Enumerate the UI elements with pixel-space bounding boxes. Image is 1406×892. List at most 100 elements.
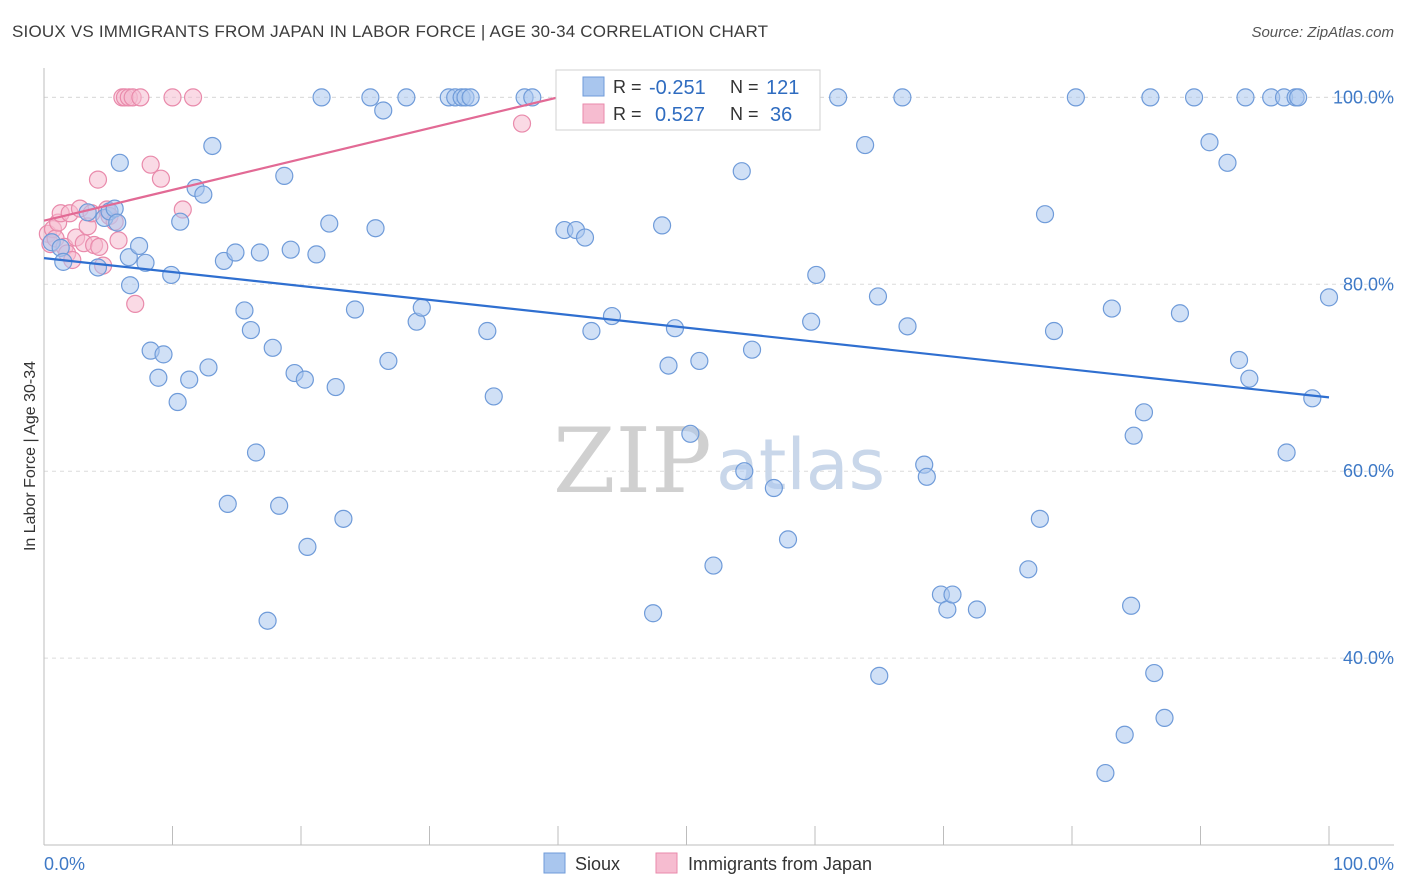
sioux-point <box>154 345 173 364</box>
japan-n-label: N = <box>730 104 759 124</box>
x-tick-label: 100.0% <box>1333 854 1394 874</box>
sioux-point <box>778 530 798 549</box>
sioux-point <box>263 338 282 357</box>
sioux-point <box>764 478 783 498</box>
sioux-point <box>129 236 149 256</box>
sioux-point <box>1240 369 1259 388</box>
japan-point <box>126 294 145 314</box>
sioux-point <box>136 253 155 272</box>
japan-n-value: 36 <box>770 104 792 126</box>
sioux-r-value: -0.251 <box>649 77 706 99</box>
sioux-point <box>258 611 277 630</box>
bottom-legend-japan: Immigrants from Japan <box>688 854 872 874</box>
sioux-point <box>366 219 385 238</box>
sioux-point <box>374 101 393 120</box>
sioux-point <box>1035 205 1055 224</box>
sioux-point <box>917 467 936 486</box>
sioux-point <box>149 368 168 387</box>
sioux-point <box>478 321 497 341</box>
axes <box>43 68 1394 846</box>
sioux-point <box>967 600 987 619</box>
japan-trend-line <box>43 96 559 222</box>
bottom-legend-swatch-japan <box>655 852 678 874</box>
japan-point <box>163 88 182 107</box>
sioux-point <box>856 135 875 155</box>
japan-point <box>151 169 171 188</box>
y-tick-label: 80.0% <box>1343 274 1394 294</box>
sioux-point <box>108 213 127 232</box>
y-tick-label: 60.0% <box>1343 461 1394 481</box>
sioux-point <box>120 276 140 295</box>
sioux-point <box>235 301 254 320</box>
bottom-legend: Sioux Immigrants from Japan <box>543 852 872 874</box>
japan-point <box>109 231 128 250</box>
sioux-point <box>1229 350 1249 370</box>
legend-swatch-japan <box>582 103 605 124</box>
sioux-point <box>171 212 190 231</box>
sioux-point <box>893 88 912 107</box>
sioux-point <box>1019 560 1038 579</box>
sioux-point <box>298 537 317 556</box>
y-tick-label: 100.0% <box>1333 87 1394 107</box>
japan-point <box>88 170 108 189</box>
sioux-point <box>1134 403 1154 422</box>
sioux-point <box>1319 288 1339 307</box>
sioux-point <box>732 162 751 181</box>
sioux-point <box>1096 763 1115 783</box>
sioux-point <box>361 88 380 107</box>
sioux-point <box>1122 596 1141 615</box>
sioux-n-label: N = <box>730 77 759 97</box>
sioux-point <box>690 351 709 371</box>
series-sioux-points <box>42 88 1339 783</box>
sioux-point <box>1277 443 1296 462</box>
sioux-point <box>250 243 269 262</box>
source-label: Source: ZipAtlas.com <box>1251 24 1394 41</box>
japan-r-value: 0.527 <box>655 104 705 126</box>
x-tick-label: 0.0% <box>44 854 85 874</box>
japan-r-label: R = <box>613 104 642 124</box>
sioux-point <box>270 496 289 515</box>
japan-point <box>90 237 109 257</box>
sioux-point <box>1303 389 1322 408</box>
sioux-point <box>943 585 962 604</box>
sioux-point <box>199 358 218 377</box>
sioux-point <box>1102 299 1121 318</box>
sioux-point <box>704 556 723 575</box>
sioux-point <box>241 320 260 340</box>
sioux-point <box>652 216 672 235</box>
sioux-point <box>194 185 213 204</box>
watermark: ZIP atlas <box>553 409 885 514</box>
watermark-zip: ZIP <box>553 409 712 514</box>
sioux-point <box>735 462 754 481</box>
sioux-point <box>1218 153 1237 172</box>
sioux-point <box>1145 663 1164 683</box>
sioux-point <box>295 370 314 389</box>
sioux-point <box>1200 133 1219 152</box>
stats-legend: R = -0.251 N = 121 R = 0.527 N = 36 <box>555 69 821 131</box>
sioux-point <box>681 424 700 443</box>
sioux-point <box>807 265 826 285</box>
sioux-point <box>88 258 108 277</box>
sioux-point <box>742 340 762 359</box>
legend-swatch-sioux <box>582 76 605 97</box>
sioux-point <box>659 356 678 375</box>
sioux-point <box>1184 88 1204 107</box>
bottom-legend-swatch-sioux <box>543 852 566 874</box>
sioux-point <box>180 370 199 389</box>
sioux-point <box>1141 88 1160 107</box>
sioux-trend-line <box>43 257 1330 399</box>
y-axis-label: In Labor Force | Age 30-34 <box>22 361 39 551</box>
sioux-point <box>281 240 300 259</box>
sioux-r-label: R = <box>613 77 642 97</box>
sioux-point <box>1170 304 1190 323</box>
sioux-point <box>582 321 601 341</box>
sioux-point <box>484 387 503 406</box>
sioux-n-value: 121 <box>766 77 799 99</box>
sioux-point <box>307 245 326 264</box>
sioux-point <box>802 312 821 331</box>
sioux-point <box>397 88 416 107</box>
sioux-point <box>1124 426 1143 445</box>
japan-point <box>183 88 203 107</box>
sioux-point <box>119 248 138 267</box>
